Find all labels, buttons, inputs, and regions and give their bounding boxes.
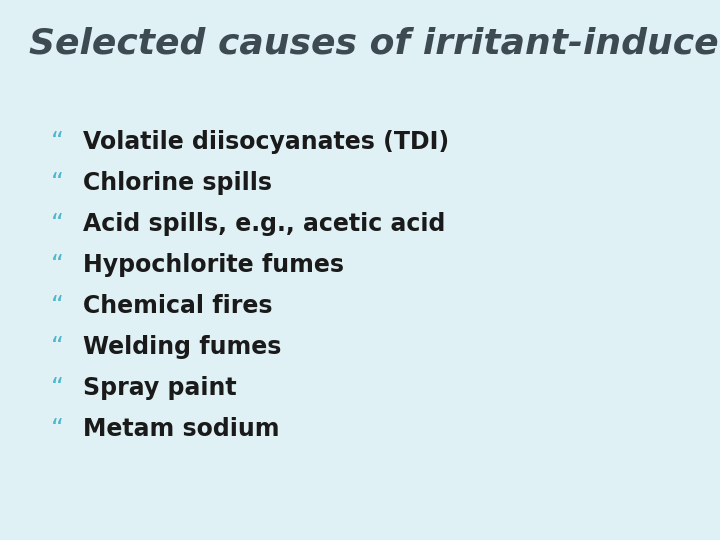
Text: “: “ <box>50 335 63 359</box>
Text: “: “ <box>50 294 63 318</box>
Text: Chlorine spills: Chlorine spills <box>83 171 272 194</box>
Text: “: “ <box>50 171 63 194</box>
Text: “: “ <box>50 376 63 400</box>
Text: Welding fumes: Welding fumes <box>83 335 282 359</box>
Text: “: “ <box>50 253 63 276</box>
Text: Metam sodium: Metam sodium <box>83 417 279 441</box>
Text: Volatile diisocyanates (TDI): Volatile diisocyanates (TDI) <box>83 130 449 153</box>
Text: “: “ <box>50 130 63 153</box>
Text: Selected causes of irritant-induced OA: Selected causes of irritant-induced OA <box>29 27 720 61</box>
Text: Acid spills, e.g., acetic acid: Acid spills, e.g., acetic acid <box>83 212 445 235</box>
Text: “: “ <box>50 417 63 441</box>
Text: Hypochlorite fumes: Hypochlorite fumes <box>83 253 344 276</box>
Text: Chemical fires: Chemical fires <box>83 294 272 318</box>
Text: Spray paint: Spray paint <box>83 376 236 400</box>
Text: “: “ <box>50 212 63 235</box>
